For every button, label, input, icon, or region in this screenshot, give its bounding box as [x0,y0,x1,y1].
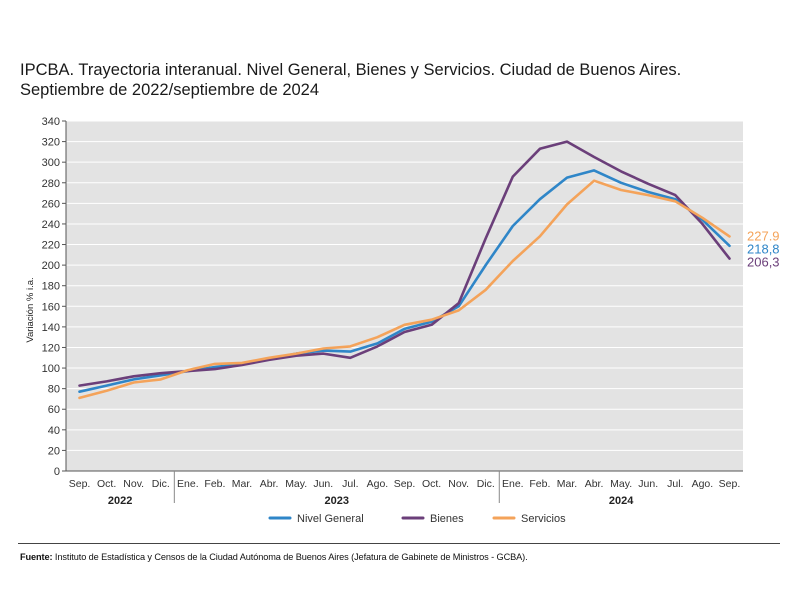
x-tick-label: Ene. [502,478,524,490]
x-tick-label: Sep. [394,478,416,490]
plot-area [66,121,743,471]
y-tick-label: 20 [48,445,60,457]
x-tick-label: Dic. [477,478,495,490]
y-axis-label: Variación % i.a. [25,277,36,342]
y-tick-label: 300 [42,157,60,169]
x-tick-label: Jul. [342,478,358,490]
y-tick-label: 160 [42,301,60,313]
x-tick-label: Feb. [204,478,225,490]
x-tick-label: Sep. [719,478,741,490]
chart-subtitle: Septiembre de 2022/septiembre de 2024 [20,81,320,99]
x-tick-label: Oct. [422,478,441,490]
x-tick-label: Ago. [692,478,714,490]
y-tick-label: 120 [42,342,60,354]
y-tick-label: 280 [42,178,60,190]
x-tick-label: Sep. [69,478,91,490]
x-tick-label: Ene. [177,478,199,490]
x-tick-label: Ago. [367,478,389,490]
end-value-label: 206,3 [747,254,780,269]
chart-title: IPCBA. Trayectoria interanual. Nivel Gen… [20,60,780,100]
end-value-label: 218,8 [747,241,780,256]
x-tick-label: Nov. [123,478,144,490]
y-tick-label: 220 [42,240,60,252]
year-label: 2022 [108,495,132,507]
year-label: 2024 [609,495,634,507]
series-line-servicios [78,179,731,400]
x-tick-label: Mar. [232,478,252,490]
x-tick-label: Abr. [585,478,604,490]
source-text: Instituto de Estadística y Censos de la … [52,552,528,562]
y-tick-label: 0 [54,466,60,478]
y-tick-label: 100 [42,363,60,375]
x-tick-label: Jul. [667,478,683,490]
x-tick-label: Oct. [97,478,116,490]
x-tick-label: May. [610,478,632,490]
y-tick-label: 340 [42,116,60,128]
x-tick-label: Feb. [529,478,550,490]
x-tick-label: Nov. [448,478,469,490]
x-tick-label: Mar. [557,478,577,490]
source-note: Fuente: Instituto de Estadística y Censo… [20,552,528,562]
footer-divider [18,543,780,544]
y-tick-label: 140 [42,322,60,334]
y-tick-label: 200 [42,260,60,272]
chart-title-line1: IPCBA. Trayectoria interanual. Nivel Gen… [20,61,682,79]
legend-label: Nivel General [297,513,364,525]
legend-label: Servicios [521,513,566,525]
x-tick-label: Jun. [638,478,658,490]
x-tick-label: Jun. [313,478,333,490]
x-tick-label: May. [285,478,307,490]
y-tick-label: 260 [42,198,60,210]
y-tick-label: 80 [48,384,60,396]
y-tick-label: 60 [48,404,60,416]
y-tick-label: 40 [48,425,60,437]
y-tick-label: 180 [42,281,60,293]
year-label: 2023 [325,495,349,507]
y-tick-label: 240 [42,219,60,231]
x-tick-label: Dic. [152,478,170,490]
end-value-label: 227.9 [747,228,780,243]
line-chart: 0 20 40 60 80 100 120 140 160 180 200 220 240 260 280 3… [25,116,780,525]
x-tick-label: Abr. [260,478,279,490]
legend-label: Bienes [430,513,464,525]
source-label: Fuente: [20,552,53,562]
y-tick-label: 320 [42,137,60,149]
